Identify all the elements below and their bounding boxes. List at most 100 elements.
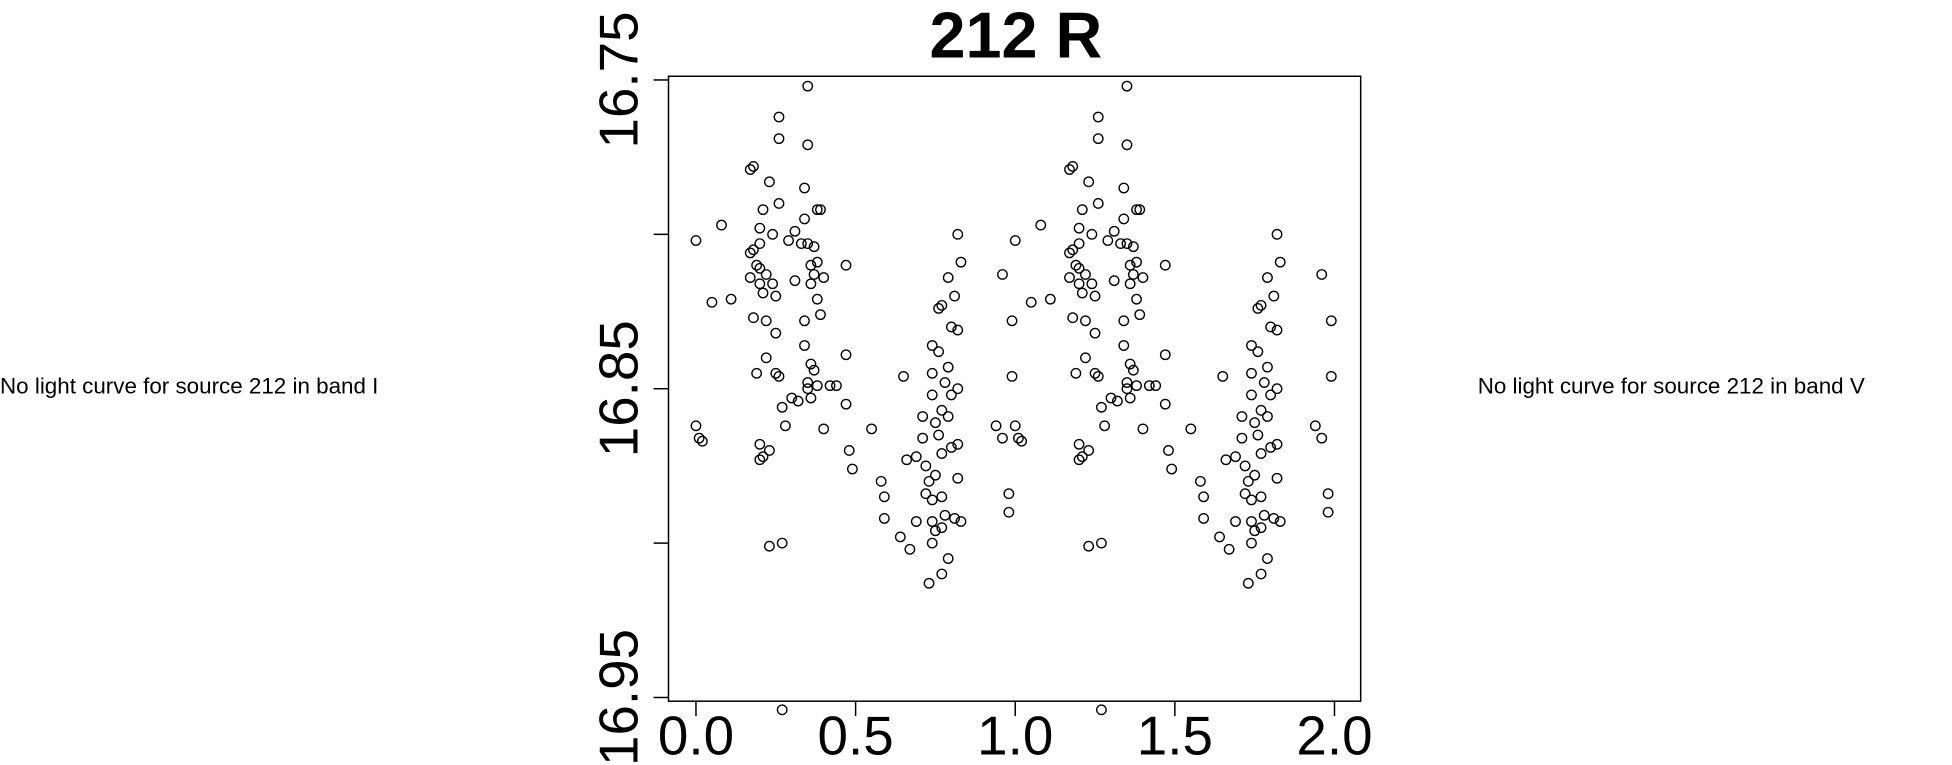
data-point [1252, 303, 1264, 314]
data-point [773, 370, 785, 382]
data-point [1073, 454, 1085, 466]
data-point [1127, 364, 1139, 376]
data-point [757, 204, 769, 216]
data-point [926, 494, 938, 506]
data-point [1166, 463, 1178, 475]
data-point [875, 475, 887, 487]
data-point [754, 262, 766, 274]
data-point [898, 370, 909, 382]
data-point [936, 491, 948, 503]
data-point [936, 448, 948, 459]
data-point [1163, 445, 1174, 456]
data-point [716, 219, 727, 231]
data-point [802, 383, 814, 395]
data-point [926, 537, 938, 549]
data-point [945, 321, 957, 333]
data-point [776, 401, 788, 413]
data-point [808, 269, 820, 280]
data-point [1092, 111, 1104, 123]
data-point [1121, 80, 1133, 92]
data-point [799, 182, 810, 194]
data-point [754, 454, 766, 466]
data-point [696, 435, 708, 447]
data-point [955, 516, 967, 527]
data-point [955, 256, 967, 268]
x-tick-label: 0.0 [658, 705, 734, 765]
data-point [1080, 315, 1091, 327]
data-point [1115, 238, 1127, 250]
data-point [866, 423, 877, 435]
data-point [811, 380, 823, 392]
data-point [1124, 278, 1136, 290]
data-point [1236, 411, 1248, 422]
data-point [754, 222, 766, 234]
data-point [789, 225, 801, 237]
data-point [933, 346, 945, 358]
data-point [1080, 352, 1091, 364]
data-point [1217, 370, 1229, 382]
data-point [942, 361, 954, 373]
data-point [840, 349, 852, 361]
data-point [1121, 139, 1133, 151]
data-point [744, 164, 756, 175]
data-point [815, 204, 826, 216]
data-point [1150, 380, 1162, 392]
data-point [933, 429, 945, 441]
data-point [1006, 315, 1018, 327]
data-point [1255, 491, 1267, 503]
data-point [1131, 380, 1142, 392]
data-point [1223, 543, 1235, 555]
data-point [1262, 272, 1273, 283]
data-point [1025, 296, 1037, 308]
data-point [1262, 553, 1273, 564]
data-point [1255, 522, 1267, 534]
data-point [894, 531, 906, 543]
data-point [936, 568, 948, 580]
data-point [1230, 516, 1241, 527]
data-point [910, 516, 922, 527]
data-point [1255, 299, 1267, 311]
data-point [1118, 182, 1130, 194]
data-point [1073, 238, 1085, 250]
data-point [840, 398, 852, 410]
data-point [1099, 420, 1111, 432]
data-point [1089, 290, 1101, 302]
data-point [815, 309, 826, 321]
data-point [1076, 451, 1088, 463]
data-point [1252, 346, 1264, 358]
data-point [926, 367, 938, 379]
data-point [773, 111, 785, 123]
data-point [1102, 235, 1114, 246]
data-point [763, 445, 775, 456]
data-point [805, 278, 817, 290]
x-tick-label: 1.0 [977, 705, 1053, 765]
data-point [811, 293, 823, 305]
data-point [706, 296, 718, 308]
data-point [757, 287, 769, 299]
data-point [1309, 420, 1321, 432]
data-point [1092, 133, 1104, 145]
data-point [1316, 432, 1328, 444]
data-point [1118, 315, 1130, 327]
data-point [693, 432, 705, 444]
data-point [1121, 383, 1133, 395]
data-point [1236, 432, 1248, 444]
data-point [1242, 475, 1254, 487]
data-point [1194, 475, 1206, 487]
data-point [1127, 269, 1139, 280]
data-point [1124, 392, 1136, 404]
data-point [1198, 512, 1210, 524]
data-point [1258, 377, 1270, 388]
data-point [942, 411, 954, 422]
data-point [789, 275, 801, 287]
data-point [799, 315, 810, 327]
data-point [1137, 272, 1149, 283]
data-point [1076, 287, 1088, 299]
data-point [1252, 429, 1264, 441]
data-point [1118, 213, 1130, 225]
data-point [770, 327, 782, 339]
data-point [802, 377, 814, 388]
data-point [799, 213, 810, 225]
data-point [997, 432, 1008, 444]
data-point [1073, 262, 1085, 274]
